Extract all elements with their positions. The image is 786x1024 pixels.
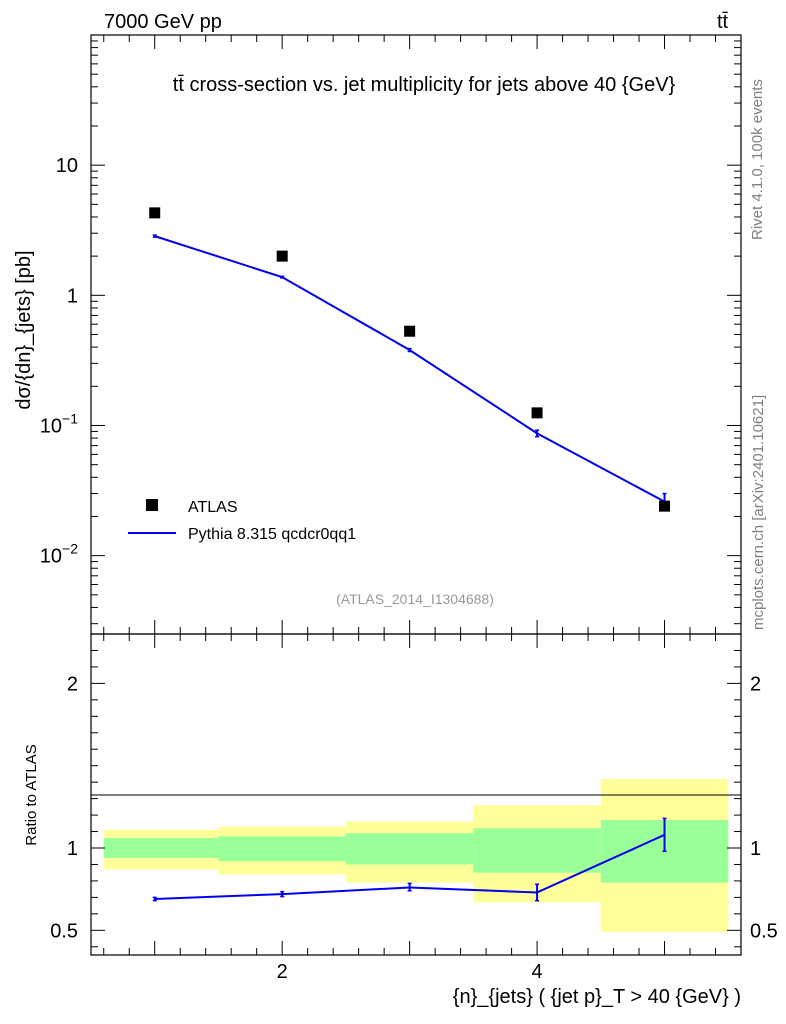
main-frame bbox=[90, 34, 742, 635]
energy-label: 7000 GeV pp bbox=[104, 11, 222, 33]
ratio-inner-band bbox=[473, 828, 601, 873]
main-marks bbox=[149, 207, 671, 512]
x-tick-label: 2 bbox=[277, 961, 288, 983]
ratio-y-tick-label-right: 0.5 bbox=[750, 920, 778, 942]
x-tick-label: 4 bbox=[532, 961, 543, 983]
legend: ATLAS Pythia 8.315 qcdcr0qq1 bbox=[128, 499, 356, 543]
mcplots-label: mcplots.cern.ch [arXiv:2401.10621] bbox=[750, 395, 767, 630]
ratio-inner-band bbox=[345, 833, 474, 865]
main-y-tick-label: 10 bbox=[56, 155, 78, 177]
atlas-data-point bbox=[149, 207, 161, 219]
plot-title: tt̄ cross-section vs. jet multiplicity f… bbox=[173, 74, 676, 96]
main-y-tick-label: 10−1 bbox=[40, 410, 78, 437]
ratio-y-tick-label: 1 bbox=[67, 838, 78, 860]
atlas-data-point bbox=[659, 500, 671, 512]
ratio-y-tick-label: 2 bbox=[67, 673, 78, 695]
main-y-tick-label: 10−2 bbox=[40, 541, 78, 568]
main-y-axis-label: dσ/{dn}_{jets} [pb] bbox=[13, 250, 35, 409]
ratio-panel: 2 4 0.5 0.5 1 1 2 2 Ratio to ATLAS bbox=[23, 633, 778, 983]
legend-mc-label: Pythia 8.315 qcdcr0qq1 bbox=[188, 526, 356, 543]
rivet-version-label: Rivet 4.1.0, 100k events bbox=[749, 79, 766, 240]
atlas-data-point bbox=[531, 407, 543, 419]
ratio-y-tick-label: 0.5 bbox=[50, 920, 78, 942]
main-ticks: 10−2 10−1 1 10 bbox=[40, 35, 741, 634]
x-axis-label: {n}_{jets} ( {jet p}_T > 40 {GeV} ) bbox=[453, 986, 741, 1008]
atlas-data-point bbox=[404, 325, 416, 337]
main-y-tick-label: 1 bbox=[67, 285, 78, 307]
ratio-inner-band bbox=[218, 836, 346, 862]
legend-atlas-label: ATLAS bbox=[188, 499, 238, 516]
analysis-label: (ATLAS_2014_I1304688) bbox=[336, 591, 494, 607]
ratio-frame bbox=[90, 633, 742, 956]
process-label: tt̄ bbox=[717, 11, 729, 33]
ratio-inner-band bbox=[103, 838, 219, 858]
ratio-y-axis-label: Ratio to ATLAS bbox=[23, 744, 40, 845]
ratio-y-tick-label-right: 1 bbox=[750, 838, 761, 860]
ratio-y-tick-label-right: 2 bbox=[750, 673, 761, 695]
ratio-bands bbox=[103, 778, 729, 932]
mc-line bbox=[154, 235, 666, 503]
main-panel: 10−2 10−1 1 10 tt̄ cross-section vs. jet mu… bbox=[13, 34, 742, 635]
ratio-ticks: 2 4 0.5 0.5 1 1 2 2 bbox=[50, 634, 778, 983]
atlas-data-point bbox=[276, 250, 288, 262]
ratio-marks bbox=[152, 817, 667, 902]
legend-atlas-marker bbox=[146, 499, 158, 511]
